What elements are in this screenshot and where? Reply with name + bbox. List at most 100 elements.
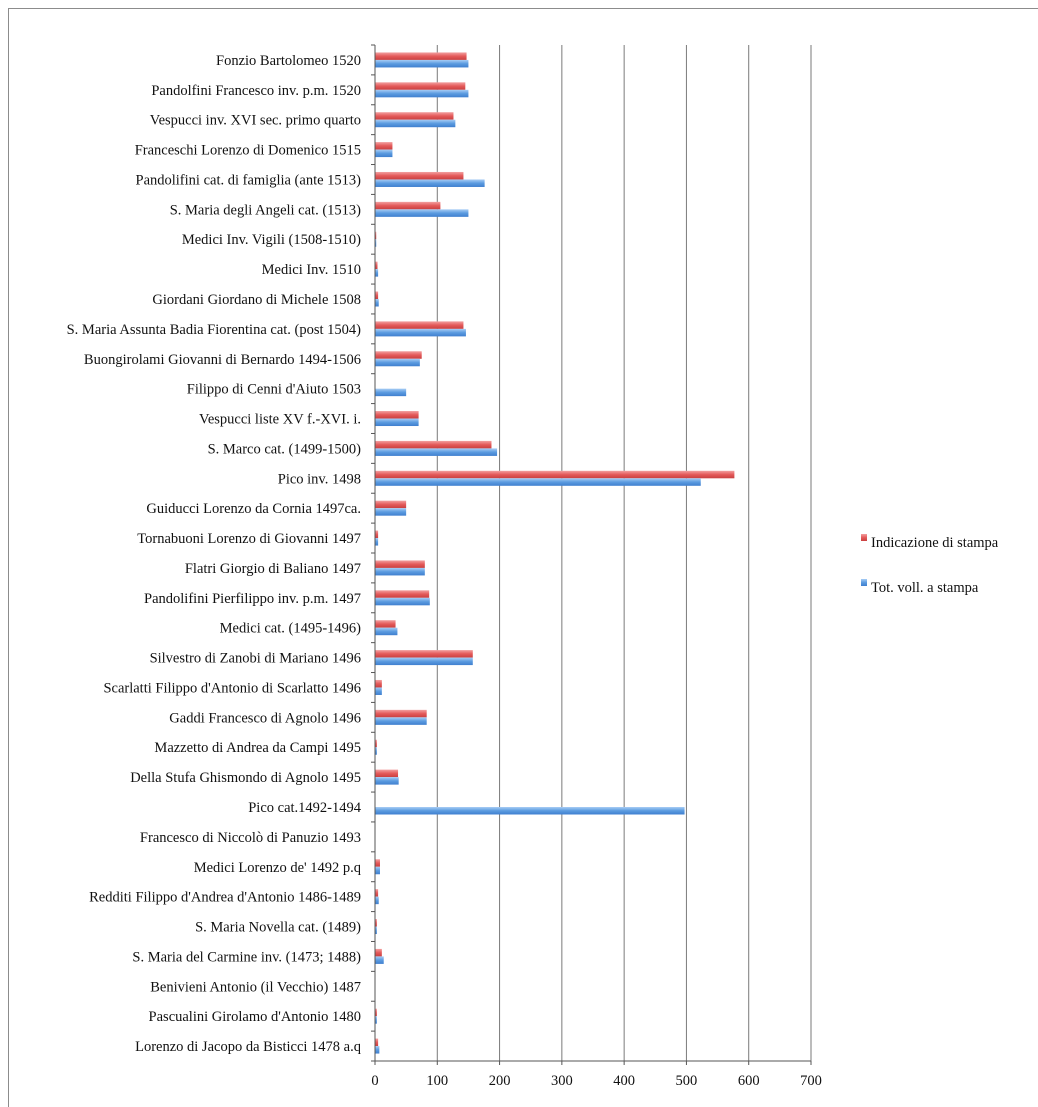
bar-indicazione	[375, 142, 393, 150]
bar-indicazione	[375, 500, 407, 509]
y-tick-label: Pascualini Girolamo d'Antonio 1480	[149, 1009, 361, 1025]
bar-tot-voll	[375, 627, 398, 636]
bar-indicazione	[375, 52, 467, 60]
bar-indicazione	[375, 291, 379, 299]
bar-indicazione	[375, 560, 425, 568]
y-tick-label: Redditi Filippo d'Andrea d'Antonio 1486-…	[89, 890, 361, 906]
bar-indicazione	[375, 82, 466, 90]
y-tick-label: Della Stufa Ghismondo di Agnolo 1495	[130, 770, 361, 786]
bar-indicazione	[375, 231, 377, 240]
bar-indicazione	[375, 351, 422, 359]
bar-tot-voll	[375, 508, 407, 516]
y-tick-label: Guiducci Lorenzo da Cornia 1497ca.	[146, 501, 361, 517]
y-tick-label: S. Maria del Carmine inv. (1473; 1488)	[132, 949, 361, 965]
bar-tot-voll	[375, 538, 379, 546]
legend-swatch	[861, 579, 867, 586]
bar-indicazione	[375, 171, 464, 180]
bar-tot-voll	[375, 896, 379, 905]
y-tick-label: Vespucci liste XV f.-XVI. i.	[199, 412, 361, 428]
bar-indicazione	[375, 1008, 377, 1017]
y-tick-label: Silvestro di Zanobi di Mariano 1496	[150, 651, 361, 667]
y-tick-label: Francesco di Niccolò di Panuzio 1493	[140, 830, 361, 846]
bar-tot-voll	[375, 597, 430, 606]
bar-tot-voll	[375, 478, 701, 486]
y-tick-label: Medici Inv. 1510	[262, 262, 361, 278]
bar-tot-voll	[375, 299, 379, 307]
x-tick-label: 200	[489, 1073, 511, 1089]
bar-tot-voll	[375, 209, 469, 217]
y-tick-label: Pico inv. 1498	[278, 471, 361, 487]
bar-indicazione	[375, 769, 399, 778]
bar-tot-voll	[375, 687, 382, 695]
bar-indicazione	[375, 1038, 379, 1047]
bar-tot-voll	[375, 179, 485, 187]
y-tick-label: Gaddi Francesco di Agnolo 1496	[169, 710, 361, 726]
bar-indicazione	[375, 859, 380, 867]
x-tick-label: 300	[551, 1073, 573, 1089]
bar-indicazione	[375, 470, 735, 479]
y-tick-label: Tornabuoni Lorenzo di Giovanni 1497	[137, 531, 361, 547]
bar-tot-voll	[375, 777, 399, 785]
bar-indicazione	[375, 889, 379, 897]
bar-tot-voll	[375, 807, 685, 815]
y-tick-label: Giordani Giordano di Michele 1508	[152, 292, 361, 308]
y-tick-label: Pandolifini Pierfilippo inv. p.m. 1497	[144, 591, 361, 607]
y-tick-label: S. Maria Novella cat. (1489)	[195, 920, 361, 936]
bar-tot-voll	[375, 388, 407, 397]
bar-tot-voll	[375, 328, 466, 337]
bar-tot-voll	[375, 567, 425, 576]
y-tick-label: Vespucci inv. XVI sec. primo quarto	[150, 113, 361, 129]
y-tick-label: S. Maria degli Angeli cat. (1513)	[170, 202, 361, 218]
bar-tot-voll	[375, 418, 419, 427]
bar-indicazione	[375, 919, 377, 927]
bar-tot-voll	[375, 657, 473, 666]
y-tick-label: Fonzio Bartolomeo 1520	[216, 53, 361, 69]
y-tick-label: S. Marco cat. (1499-1500)	[208, 441, 362, 457]
legend-label: Tot. voll. a stampa	[871, 580, 979, 596]
bar-indicazione	[375, 201, 441, 210]
bar-tot-voll	[375, 956, 384, 964]
bar-indicazione	[375, 739, 377, 748]
bar-indicazione	[375, 650, 473, 658]
bar-tot-voll	[375, 89, 469, 98]
bar-tot-voll	[375, 119, 456, 128]
bar-indicazione	[375, 411, 419, 419]
x-tick-label: 600	[738, 1073, 760, 1089]
bar-tot-voll	[375, 1016, 377, 1024]
y-tick-label: Lorenzo di Jacopo da Bisticci 1478 a.q	[135, 1039, 361, 1055]
y-tick-label: Pandolifini cat. di famiglia (ante 1513)	[136, 172, 362, 188]
y-tick-label: Filippo di Cenni d'Aiuto 1503	[187, 382, 361, 398]
bar-indicazione	[375, 261, 378, 270]
y-tick-label: S. Maria Assunta Badia Fiorentina cat. (…	[67, 322, 362, 338]
bar-tot-voll	[375, 59, 469, 68]
bar-indicazione	[375, 590, 430, 598]
bar-tot-voll	[375, 269, 379, 277]
bar-indicazione	[375, 112, 454, 120]
bar-indicazione	[375, 620, 396, 628]
bar-indicazione	[375, 679, 382, 688]
y-tick-label: Scarlatti Filippo d'Antonio di Scarlatto…	[103, 680, 361, 696]
y-tick-label: Pico cat.1492-1494	[248, 800, 362, 816]
bar-tot-voll	[375, 1046, 380, 1054]
bar-indicazione	[375, 321, 464, 329]
bar-indicazione	[375, 530, 379, 539]
x-tick-label: 700	[800, 1073, 822, 1089]
bar-tot-voll	[375, 866, 380, 875]
bar-indicazione	[375, 440, 492, 449]
x-tick-label: 500	[676, 1073, 698, 1089]
x-tick-label: 400	[613, 1073, 635, 1089]
legend-label: Indicazione di stampa	[871, 535, 999, 551]
bar-indicazione	[375, 709, 427, 718]
bar-indicazione	[375, 948, 382, 957]
y-tick-label: Pandolfini Francesco inv. p.m. 1520	[151, 83, 361, 99]
y-tick-label: Benivieni Antonio (il Vecchio) 1487	[150, 979, 361, 995]
y-tick-label: Franceschi Lorenzo di Domenico 1515	[135, 143, 361, 159]
bar-tot-voll	[375, 358, 420, 367]
y-tick-label: Mazzetto di Andrea da Campi 1495	[154, 740, 361, 756]
bar-tot-voll	[375, 926, 377, 935]
bar-tot-voll	[375, 717, 427, 725]
y-tick-label: Medici cat. (1495-1496)	[220, 621, 362, 637]
y-tick-label: Medici Inv. Vigili (1508-1510)	[182, 232, 361, 248]
bar-tot-voll	[375, 149, 393, 158]
